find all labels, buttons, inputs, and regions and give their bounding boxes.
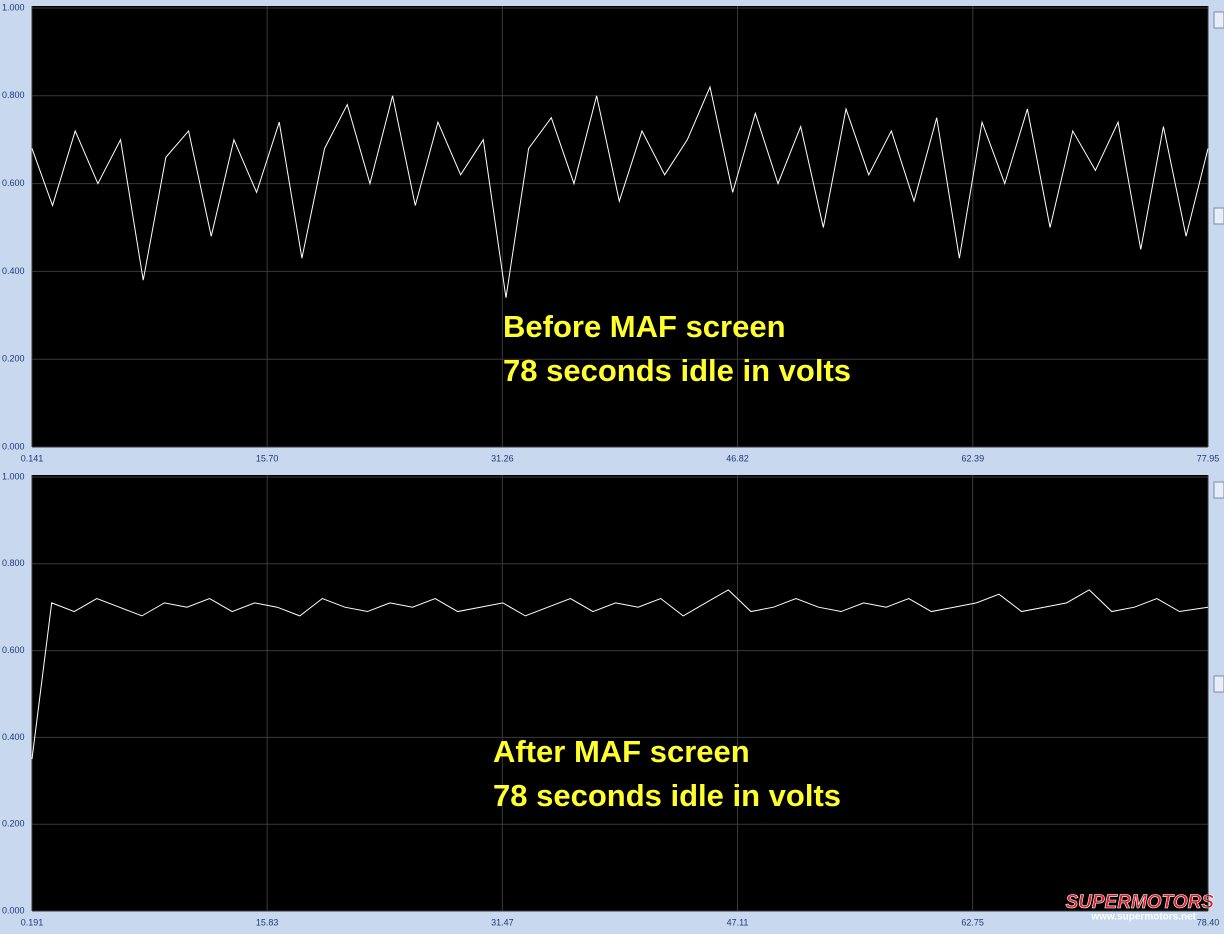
y-tick-label: 0.400 <box>2 732 25 742</box>
y-tick-label: 0.200 <box>2 354 25 364</box>
y-tick-label: 0.800 <box>2 90 25 100</box>
y-tick-label: 0.600 <box>2 645 25 655</box>
side-button[interactable] <box>1213 11 1224 29</box>
x-tick-label: 62.39 <box>962 453 985 463</box>
x-tick-label: 78.40 <box>1197 917 1220 927</box>
x-tick-label: 0.191 <box>21 917 44 927</box>
signal-line <box>31 85 1209 298</box>
x-tick-label: 15.70 <box>256 453 279 463</box>
y-tick-label: 0.400 <box>2 266 25 276</box>
y-tick-label: 0.600 <box>2 178 25 188</box>
side-button[interactable] <box>1213 675 1224 693</box>
y-tick-label: 0.200 <box>2 819 25 829</box>
side-button[interactable] <box>1213 207 1224 225</box>
x-tick-label: 77.95 <box>1197 453 1220 463</box>
annotation: 78 seconds idle in volts <box>503 353 851 388</box>
x-tick-label: 46.82 <box>726 453 749 463</box>
x-tick-label: 31.47 <box>491 917 514 927</box>
y-tick-label: 0.000 <box>2 441 25 451</box>
side-button[interactable] <box>1213 481 1224 499</box>
annotation: After MAF screen <box>493 734 750 769</box>
annotation: 78 seconds idle in volts <box>493 778 841 813</box>
watermark-url: www.supermotors.net <box>1090 912 1196 923</box>
y-tick-label: 0.000 <box>2 905 25 915</box>
y-tick-label: 1.000 <box>2 2 25 12</box>
signal-line <box>31 589 1209 760</box>
x-tick-label: 62.75 <box>961 917 984 927</box>
y-tick-label: 0.800 <box>2 558 25 568</box>
plot-area <box>32 475 1208 911</box>
y-tick-label: 1.000 <box>2 471 25 481</box>
annotation: Before MAF screen <box>503 309 786 344</box>
x-tick-label: 31.26 <box>491 453 514 463</box>
x-tick-label: 15.83 <box>256 917 279 927</box>
x-tick-label: 0.141 <box>21 453 44 463</box>
plot-area <box>32 6 1208 447</box>
x-tick-label: 47.11 <box>727 917 749 927</box>
watermark-brand: SUPERMOTORS <box>1065 892 1214 913</box>
